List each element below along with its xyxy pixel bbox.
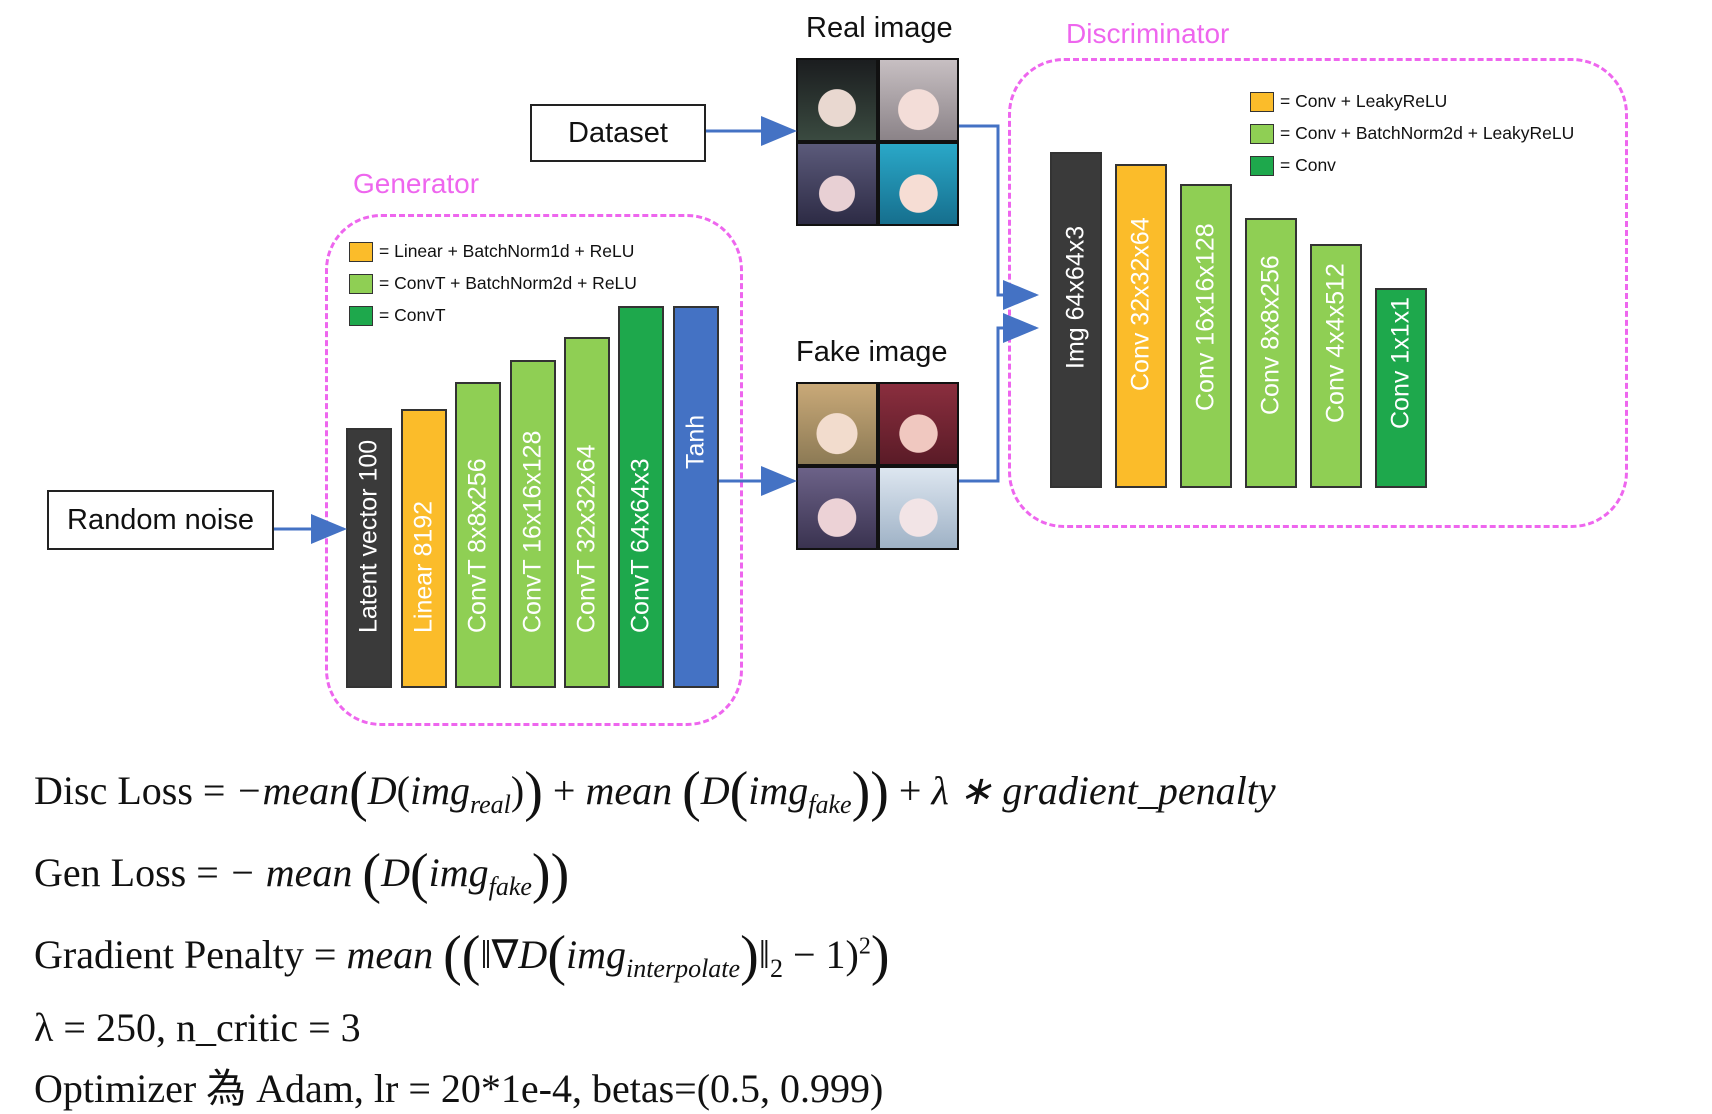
legend-swatch [1250,156,1274,176]
generator-layer: Linear 8192 [401,409,447,688]
disc-loss-prefix: Disc Loss = [34,768,236,813]
hyperparams-line: λ = 250, n_critic = 3 [34,1005,361,1050]
legend-swatch [349,242,373,262]
discriminator-layer: Conv 1x1x1 [1375,288,1427,488]
layer-label: ConvT 64x64x3 [626,458,655,633]
real-face-image [798,60,876,140]
discriminator-layer: Conv 16x16x128 [1180,184,1232,488]
optimizer-line: Optimizer 為 Adam, lr = 20*1e-4, betas=(0… [34,1066,884,1111]
real-face-image [798,144,876,224]
dataset-box: Dataset [530,104,706,162]
legend-text: = Linear + BatchNorm1d + ReLU [379,241,635,261]
generator-layer: Tanh [673,306,719,688]
legend-swatch [349,274,373,294]
layer-label: Conv 16x16x128 [1191,223,1220,411]
generator-layer: ConvT 8x8x256 [455,382,501,688]
fake-face-image [798,384,876,464]
layer-label: ConvT 8x8x256 [463,458,492,633]
layer-label: Conv 1x1x1 [1386,296,1415,429]
disc-loss-formula: Disc Loss = −mean(D(imgreal)) + mean (D(… [34,761,1276,823]
layer-label: Img 64x64x3 [1061,225,1090,369]
gp-prefix: Gradient Penalty = [34,932,347,977]
real-face-image [879,60,957,140]
layer-label: Tanh [681,414,710,469]
random-noise-box: Random noise [47,490,274,550]
real-image-grid [796,58,959,226]
legend-text: = Conv + LeakyReLU [1280,91,1448,111]
legend-text: = ConvT [379,305,446,325]
legend-text: = ConvT + BatchNorm2d + ReLU [379,273,637,293]
generator-title: Generator [353,168,480,199]
legend-swatch [349,306,373,326]
fake-face-image [798,468,876,548]
generator-layer: Latent vector 100 [346,428,392,688]
layer-label: Latent vector 100 [354,439,383,633]
layer-label: Conv 4x4x512 [1321,263,1350,423]
gen-loss-prefix: Gen Loss = [34,850,229,895]
real-face-image [879,144,957,224]
layer-label: ConvT 32x32x64 [572,444,601,633]
fake-image-grid [796,382,959,550]
discriminator-layer: Conv 4x4x512 [1310,244,1362,488]
layer-label: Conv 32x32x64 [1126,217,1155,391]
legend-swatch [1250,124,1274,144]
layer-label: Conv 8x8x256 [1256,255,1285,415]
generator-layer: ConvT 16x16x128 [510,360,556,688]
gen-loss-formula: Gen Loss = − mean (D(imgfake)) [34,843,570,905]
generator-layer: ConvT 64x64x3 [618,306,664,688]
discriminator-layer: Conv 8x8x256 [1245,218,1297,488]
legend-text: = Conv + BatchNorm2d + LeakyReLU [1280,123,1575,143]
legend-text: = Conv [1280,155,1336,175]
generator-layer: ConvT 32x32x64 [564,337,610,688]
layer-label: Linear 8192 [409,500,438,633]
discriminator-title: Discriminator [1066,18,1230,49]
layer-label: ConvT 16x16x128 [518,430,547,633]
discriminator-layer: Conv 32x32x64 [1115,164,1167,488]
fake-image-caption: Fake image [796,336,948,368]
discriminator-layer: Img 64x64x3 [1050,152,1102,488]
gradient-penalty-formula: Gradient Penalty = mean ((‖∇D(imginterpo… [34,925,890,987]
legend-swatch [1250,92,1274,112]
generator-container [325,214,743,726]
real-image-caption: Real image [806,12,953,44]
fake-face-image [879,384,957,464]
fake-face-image [879,468,957,548]
